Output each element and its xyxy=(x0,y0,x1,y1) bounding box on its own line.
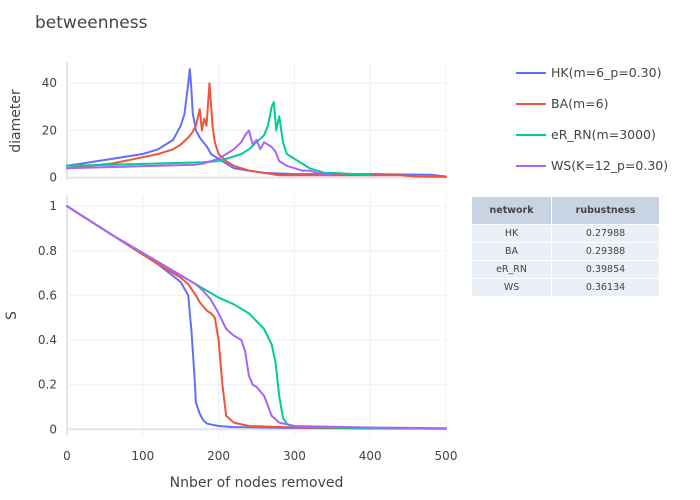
table-cell-rubustness: 0.29388 xyxy=(551,242,660,261)
subplot-1: 0 20 40 diameter xyxy=(8,62,447,185)
x-axis-title: Nnber of nodes removed xyxy=(170,475,344,491)
legend-item-ws[interactable]: WS(K=12_p=0.30) xyxy=(513,156,698,187)
y-tick-label: 40 xyxy=(42,76,57,90)
legend-item-er-rn[interactable]: eR_RN(m=3000) xyxy=(513,125,698,156)
table-cell-rubustness: 0.36134 xyxy=(551,278,660,297)
y-tick-label: 0.6 xyxy=(38,288,57,302)
legend-item-ba[interactable]: BA(m=6) xyxy=(513,94,698,125)
legend-swatch-ba xyxy=(516,103,546,105)
legend-swatch-er-rn xyxy=(516,134,546,136)
table-row: BA 0.29388 xyxy=(470,242,660,261)
x-tick-label: 400 xyxy=(359,449,382,463)
legend-swatch-hk xyxy=(516,72,546,74)
table-cell-network: HK xyxy=(470,224,553,243)
y-tick-label: 0.8 xyxy=(38,244,57,258)
series-line-ws-k-12-p-0-30 xyxy=(66,129,334,177)
y-axis-title: S xyxy=(4,311,20,320)
y-tick-label: 0 xyxy=(49,422,57,436)
table-cell-rubustness: 0.39854 xyxy=(551,260,660,279)
y-tick-label: 1 xyxy=(49,199,57,213)
legend-label-hk: HK(m=6_p=0.30) xyxy=(551,65,662,80)
y-tick-label: 0.2 xyxy=(38,378,57,392)
legend-label-ws: WS(K=12_p=0.30) xyxy=(551,158,669,173)
series-line-ba-m-6 xyxy=(66,205,447,430)
x-tick-label: 500 xyxy=(435,449,458,463)
chart-title: betweenness xyxy=(35,13,148,33)
table-cell-rubustness: 0.27988 xyxy=(551,224,660,243)
table-row: HK 0.27988 xyxy=(470,224,660,243)
x-tick-label: 200 xyxy=(207,449,230,463)
x-tick-label: 300 xyxy=(283,449,306,463)
table-header-network: network xyxy=(470,196,553,225)
table-row: eR_RN 0.39854 xyxy=(470,260,660,279)
legend-label-ba: BA(m=6) xyxy=(551,96,609,111)
subplot-2: 0 100 200 300 400 500 0 0.2 0.4 0.6 0.8 1 S Nnber of … xyxy=(4,195,457,491)
legend-swatch-ws xyxy=(516,165,546,167)
series-line-ba-m-6 xyxy=(66,82,447,178)
table-cell-network: BA xyxy=(470,242,553,261)
robustness-table: network rubustness HK 0.27988 BA 0.29388… xyxy=(470,196,660,297)
series-line-er-rn-m-3000 xyxy=(66,205,447,430)
table-header-rubustness: rubustness xyxy=(551,196,660,225)
y-tick-label: 0 xyxy=(49,171,57,185)
series-line-er-rn-m-3000 xyxy=(66,101,372,177)
x-tick-label: 100 xyxy=(131,449,154,463)
y-axis-title: diameter xyxy=(8,89,24,153)
table-cell-network: WS xyxy=(470,278,553,297)
table-header-row: network rubustness xyxy=(470,196,660,225)
x-tick-label: 0 xyxy=(63,449,71,463)
y-tick-label: 20 xyxy=(42,123,57,137)
series-line-hk-m-6-p-0-30 xyxy=(66,205,447,430)
legend: HK(m=6_p=0.30) BA(m=6) eR_RN(m=3000) WS(… xyxy=(513,63,698,187)
table-row: WS 0.36134 xyxy=(470,278,660,297)
series-line-ws-k-12-p-0-30 xyxy=(66,205,447,430)
table-cell-network: eR_RN xyxy=(470,260,553,279)
legend-label-er-rn: eR_RN(m=3000) xyxy=(551,127,656,142)
legend-item-hk[interactable]: HK(m=6_p=0.30) xyxy=(513,63,698,94)
y-tick-label: 0.4 xyxy=(38,333,57,347)
